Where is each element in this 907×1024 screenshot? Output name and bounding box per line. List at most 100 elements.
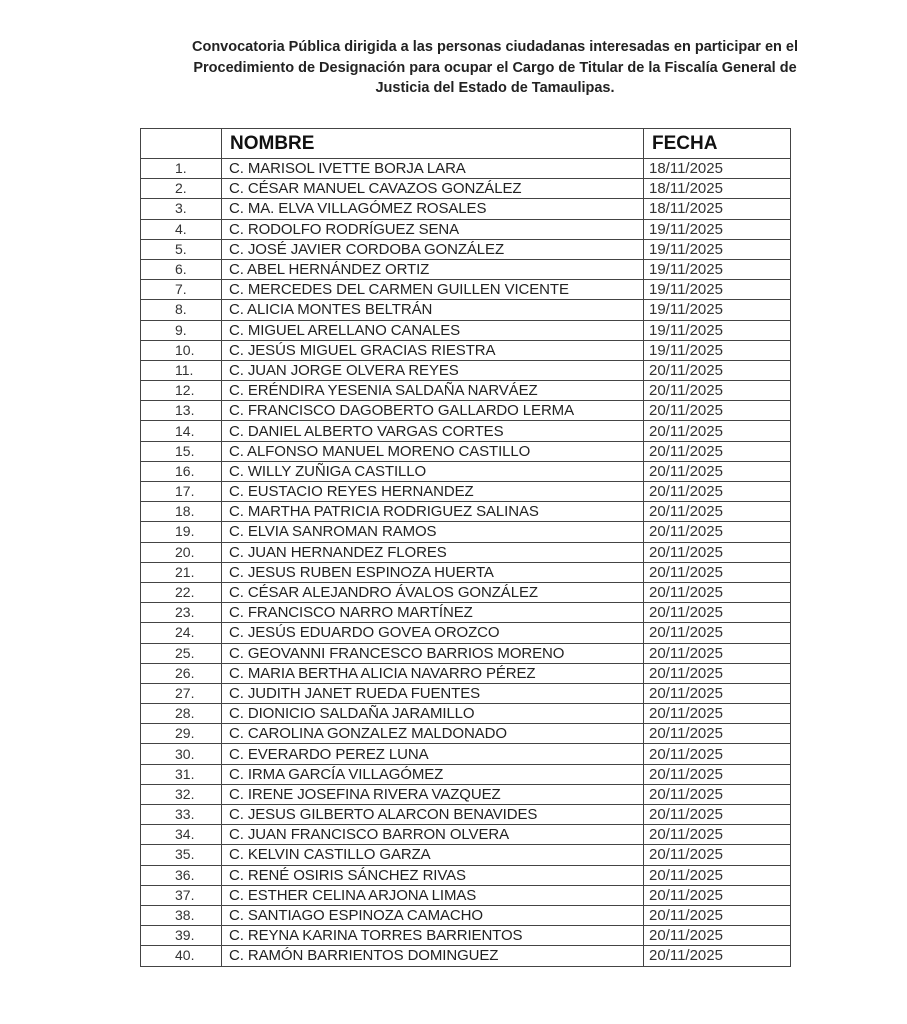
row-date: 20/11/2025	[643, 642, 791, 664]
row-date: 20/11/2025	[643, 763, 791, 785]
row-name: C. JESUS GILBERTO ALARCON BENAVIDES	[221, 803, 644, 826]
table-row: 9. C. MIGUEL ARELLANO CANALES 19/11/2025	[140, 319, 791, 341]
row-date: 20/11/2025	[643, 662, 791, 684]
row-name: C. ABEL HERNÁNDEZ ORTIZ	[221, 258, 644, 281]
table-row: 37. C. ESTHER CELINA ARJONA LIMAS 20/11/20…	[140, 884, 791, 906]
row-name: C. FRANCISCO DAGOBERTO GALLARDO LERMA	[221, 400, 644, 422]
row-name: C. ALFONSO MANUEL MORENO CASTILLO	[221, 440, 644, 462]
row-number: 15.	[140, 440, 222, 462]
row-number: 30.	[140, 743, 222, 765]
table-row: 28. C. DIONICIO SALDAÑA JARAMILLO 20/11/20…	[140, 703, 791, 725]
table-row: 11. C. JUAN JORGE OLVERA REYES 20/11/2025	[140, 359, 791, 382]
row-date: 20/11/2025	[643, 440, 791, 462]
table-row: 19. C. ELVIA SANROMAN RAMOS 20/11/2025	[140, 521, 791, 543]
row-date: 20/11/2025	[643, 884, 791, 906]
row-number: 16.	[140, 460, 222, 483]
table-header-row: NOMBRE FECHA	[140, 128, 791, 159]
row-name: C. CAROLINA GONZALEZ MALDONADO	[221, 723, 644, 745]
row-date: 20/11/2025	[643, 945, 791, 967]
table-row: 21. C. JESUS RUBEN ESPINOZA HUERTA 20/11/2…	[140, 561, 791, 583]
table-row: 35. C. KELVIN CASTILLO GARZA 20/11/2025	[140, 844, 791, 866]
row-date: 19/11/2025	[643, 339, 791, 361]
row-date: 20/11/2025	[643, 581, 791, 604]
row-name: C. MERCEDES DEL CARMEN GUILLEN VICENTE	[221, 279, 644, 301]
candidates-table: NOMBRE FECHA 1. C. MARISOL IVETTE BORJA L…	[140, 128, 791, 967]
table-row: 10. C. JESÚS MIGUEL GRACIAS RIESTRA 19/11/…	[140, 339, 791, 361]
table-row: 26. C. MARIA BERTHA ALICIA NAVARRO PÉREZ 2…	[140, 662, 791, 684]
row-number: 33.	[140, 803, 222, 826]
table-row: 24. C. JESÚS EDUARDO GOVEA OROZCO 20/11/20…	[140, 622, 791, 644]
row-number: 34.	[140, 824, 222, 846]
row-name: C. KELVIN CASTILLO GARZA	[221, 844, 644, 866]
row-name: C. MA. ELVA VILLAGÓMEZ ROSALES	[221, 198, 644, 220]
row-number: 24.	[140, 622, 222, 644]
table-row: 38. C. SANTIAGO ESPINOZA CAMACHO 20/11/202…	[140, 904, 791, 927]
table-row: 8. C. ALICIA MONTES BELTRÁN 19/11/2025	[140, 299, 791, 321]
row-name: C. SANTIAGO ESPINOZA CAMACHO	[221, 904, 644, 927]
row-name: C. CÉSAR MANUEL CAVAZOS GONZÁLEZ	[221, 178, 644, 200]
row-name: C. CÉSAR ALEJANDRO ÁVALOS GONZÁLEZ	[221, 581, 644, 604]
row-date: 19/11/2025	[643, 299, 791, 321]
table-row: 12. C. ERÉNDIRA YESENIA SALDAÑA NARVÁEZ 20…	[140, 380, 791, 402]
row-number: 22.	[140, 581, 222, 604]
table-row: 13. C. FRANCISCO DAGOBERTO GALLARDO LERMA…	[140, 400, 791, 422]
table-row: 25. C. GEOVANNI FRANCESCO BARRIOS MORENO 2…	[140, 642, 791, 664]
row-name: C. ERÉNDIRA YESENIA SALDAÑA NARVÁEZ	[221, 380, 644, 402]
row-name: C. JESÚS EDUARDO GOVEA OROZCO	[221, 622, 644, 644]
table-row: 33. C. JESUS GILBERTO ALARCON BENAVIDES 20…	[140, 803, 791, 826]
row-name: C. MARTHA PATRICIA RODRIGUEZ SALINAS	[221, 501, 644, 523]
row-date: 20/11/2025	[643, 521, 791, 543]
row-name: C. IRMA GARCÍA VILLAGÓMEZ	[221, 763, 644, 785]
row-date: 20/11/2025	[643, 682, 791, 705]
row-date: 20/11/2025	[643, 864, 791, 886]
row-date: 18/11/2025	[643, 198, 791, 220]
row-date: 20/11/2025	[643, 844, 791, 866]
row-number: 32.	[140, 783, 222, 806]
row-date: 20/11/2025	[643, 501, 791, 523]
row-number: 4.	[140, 218, 222, 240]
row-name: C. EUSTACIO REYES HERNANDEZ	[221, 480, 644, 503]
row-name: C. JESUS RUBEN ESPINOZA HUERTA	[221, 561, 644, 583]
row-name: C. EVERARDO PEREZ LUNA	[221, 743, 644, 765]
row-date: 20/11/2025	[643, 904, 791, 927]
row-number: 13.	[140, 400, 222, 422]
row-date: 20/11/2025	[643, 723, 791, 745]
row-date: 19/11/2025	[643, 319, 791, 341]
row-date: 20/11/2025	[643, 824, 791, 846]
row-date: 20/11/2025	[643, 803, 791, 826]
row-number: 7.	[140, 279, 222, 301]
row-number: 35.	[140, 844, 222, 866]
row-date: 20/11/2025	[643, 420, 791, 442]
row-number: 12.	[140, 380, 222, 402]
row-number: 21.	[140, 561, 222, 583]
row-number: 10.	[140, 339, 222, 361]
row-number: 17.	[140, 480, 222, 503]
row-name: C. JUAN HERNANDEZ FLORES	[221, 541, 644, 563]
header-nombre: NOMBRE	[221, 128, 644, 159]
table-row: 6. C. ABEL HERNÁNDEZ ORTIZ 19/11/2025	[140, 258, 791, 281]
row-name: C. MARISOL IVETTE BORJA LARA	[221, 157, 644, 180]
row-date: 20/11/2025	[643, 561, 791, 583]
row-number: 40.	[140, 945, 222, 967]
row-number: 31.	[140, 763, 222, 785]
table-row: 36. C. RENÉ OSIRIS SÁNCHEZ RIVAS 20/11/202…	[140, 864, 791, 886]
row-name: C. GEOVANNI FRANCESCO BARRIOS MORENO	[221, 642, 644, 664]
row-number: 18.	[140, 501, 222, 523]
row-date: 20/11/2025	[643, 622, 791, 644]
row-number: 19.	[140, 521, 222, 543]
title-line: Procedimiento de Designación para ocupar…	[193, 59, 797, 76]
row-number: 23.	[140, 602, 222, 624]
table-row: 40. C. RAMÓN BARRIENTOS DOMINGUEZ 20/11/20…	[140, 945, 791, 967]
row-date: 19/11/2025	[643, 279, 791, 301]
row-number: 26.	[140, 662, 222, 684]
row-number: 29.	[140, 723, 222, 745]
row-number: 9.	[140, 319, 222, 341]
row-date: 20/11/2025	[643, 703, 791, 725]
header-fecha: FECHA	[643, 128, 791, 159]
row-number: 37.	[140, 884, 222, 906]
row-number: 20.	[140, 541, 222, 563]
row-date: 20/11/2025	[643, 743, 791, 765]
table-row: 18. C. MARTHA PATRICIA RODRIGUEZ SALINAS 2…	[140, 501, 791, 523]
row-date: 20/11/2025	[643, 541, 791, 563]
table-row: 5. C. JOSÉ JAVIER CORDOBA GONZÁLEZ 19/11/2…	[140, 238, 791, 260]
